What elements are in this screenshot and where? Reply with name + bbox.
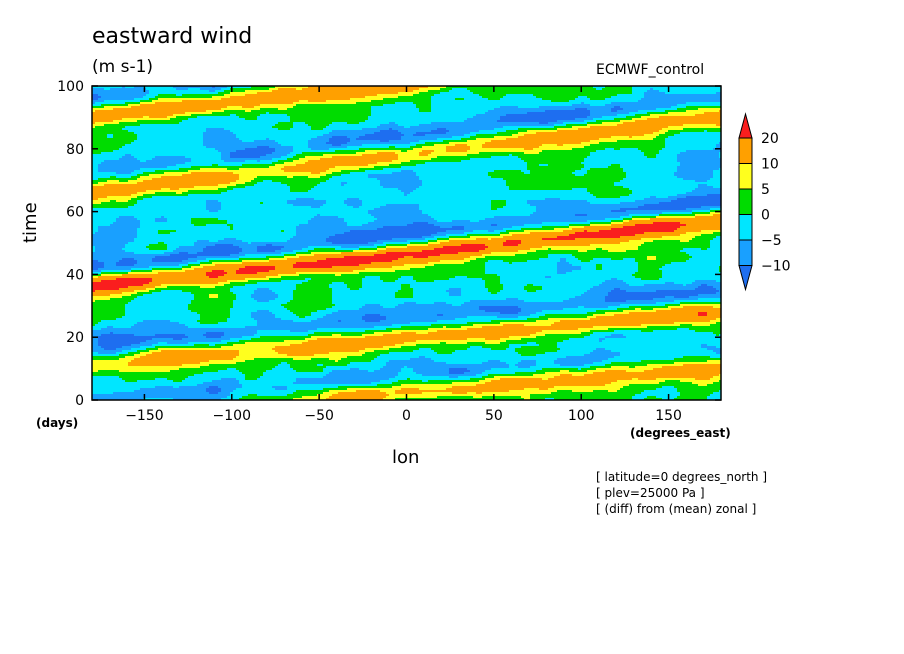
chart-title: eastward wind bbox=[92, 24, 252, 49]
x-tick-label: 50 bbox=[485, 408, 503, 424]
colorbar-tick-label: 5 bbox=[761, 182, 770, 198]
x-axis-unit: (degrees_east) bbox=[630, 426, 731, 440]
y-tick-label: 40 bbox=[66, 267, 84, 283]
y-axis-label: time bbox=[20, 202, 41, 243]
colorbar: 20 10 5 0 −5 −10 bbox=[738, 112, 791, 292]
y-tick-label: 80 bbox=[66, 142, 84, 158]
x-tick-label: −150 bbox=[125, 408, 163, 424]
x-tick-label: −50 bbox=[304, 408, 334, 424]
y-tick-label: 20 bbox=[66, 330, 84, 346]
note-plev: [ plev=25000 Pa ] bbox=[596, 486, 705, 500]
chart-units: (m s-1) bbox=[92, 57, 153, 77]
colorbar-segment bbox=[738, 163, 753, 190]
heatmap-field bbox=[92, 86, 721, 400]
x-tick-label: 0 bbox=[402, 408, 411, 424]
x-axis-label: lon bbox=[392, 447, 419, 468]
colorbar-tick-label: 10 bbox=[761, 157, 779, 173]
colorbar-segment bbox=[738, 188, 753, 215]
x-axis: −150 −100 −50 0 50 100 150 bbox=[125, 86, 682, 424]
x-tick-label: 150 bbox=[655, 408, 682, 424]
colorbar-extend-max bbox=[738, 112, 753, 139]
colorbar-tick-label: 0 bbox=[761, 208, 770, 224]
note-latitude: [ latitude=0 degrees_north ] bbox=[596, 470, 767, 484]
colorbar-extend-min bbox=[738, 265, 753, 292]
y-axis-unit: (days) bbox=[36, 416, 78, 430]
x-tick-label: −100 bbox=[213, 408, 251, 424]
note-diff: [ (diff) from (mean) zonal ] bbox=[596, 502, 756, 516]
y-tick-label: 100 bbox=[57, 79, 84, 95]
x-tick-label: 100 bbox=[568, 408, 595, 424]
run-label: ECMWF_control bbox=[596, 62, 704, 78]
colorbar-tick-label: 20 bbox=[761, 131, 779, 147]
y-axis: 0 20 40 60 80 100 bbox=[57, 79, 721, 409]
colorbar-tick-label: −5 bbox=[761, 233, 782, 249]
colorbar-segment bbox=[738, 214, 753, 241]
colorbar-segment bbox=[738, 137, 753, 164]
colorbar-segment bbox=[738, 239, 753, 266]
y-tick-label: 0 bbox=[75, 393, 84, 409]
colorbar-tick-label: −10 bbox=[761, 259, 791, 275]
y-tick-label: 60 bbox=[66, 205, 84, 221]
